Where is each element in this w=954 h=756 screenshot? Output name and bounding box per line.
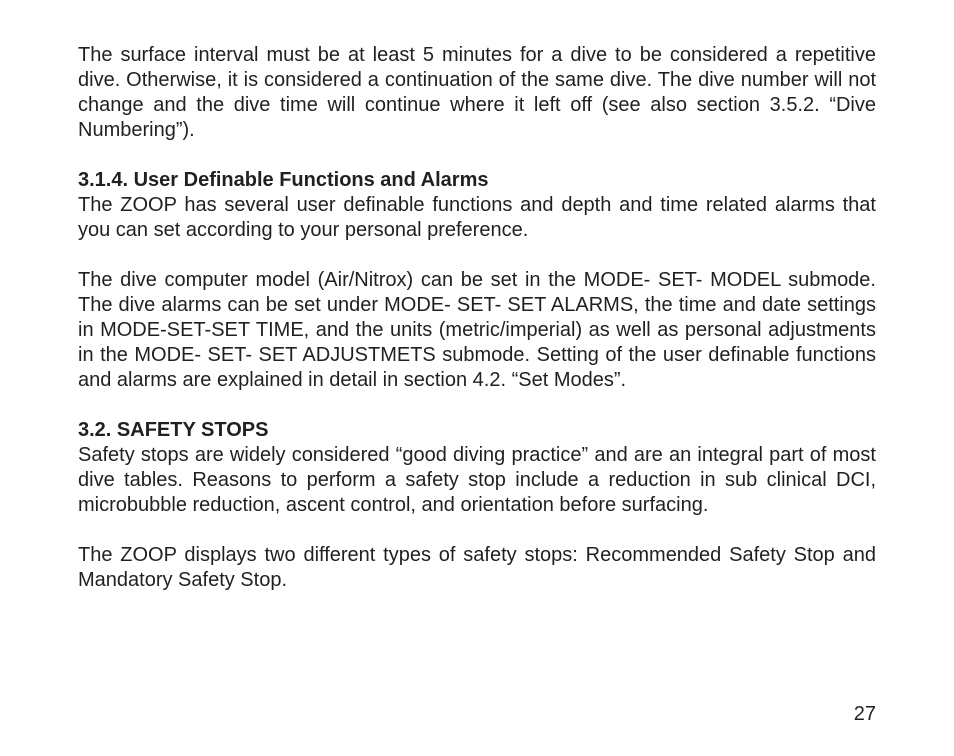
document-page: The surface interval must be at least 5 …	[0, 0, 954, 756]
body-paragraph: The dive computer model (Air/Nitrox) can…	[78, 268, 876, 393]
section-block: 3.1.4. User Definable Functions and Alar…	[78, 168, 876, 243]
section-block: 3.2. SAFETY STOPS Safety stops are widel…	[78, 418, 876, 518]
body-text: The ZOOP has several user definable func…	[78, 194, 876, 241]
section-heading-32: 3.2. SAFETY STOPS	[78, 419, 268, 441]
section-heading-314: 3.1.4. User Definable Functions and Alar…	[78, 169, 489, 191]
body-paragraph: The ZOOP displays two different types of…	[78, 543, 876, 593]
page-number: 27	[854, 703, 876, 726]
body-text: Safety stops are widely considered “good…	[78, 444, 876, 516]
body-paragraph: The surface interval must be at least 5 …	[78, 43, 876, 143]
